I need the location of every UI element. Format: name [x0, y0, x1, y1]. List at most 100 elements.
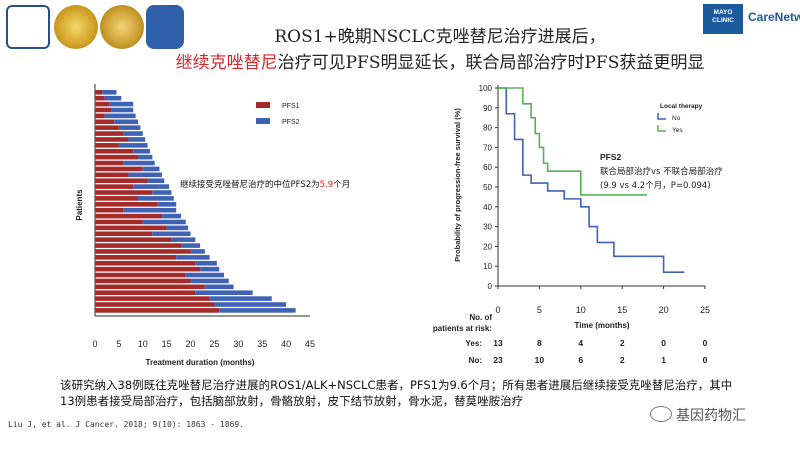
- risk-no-row: 23 10 6 2 1 0: [493, 355, 707, 365]
- bar-pfs1-12: [95, 154, 138, 160]
- left-x-tick-label: 40: [281, 339, 291, 349]
- right-y-tick-label: 70: [483, 143, 492, 152]
- bar-pfs2-2: [104, 95, 122, 101]
- bar-pfs2-4: [111, 107, 134, 113]
- survival-curve-yes: [498, 87, 648, 196]
- right-y-tick-label: 20: [483, 242, 492, 251]
- bar-pfs2-23: [142, 219, 186, 225]
- bar-pfs1-37: [95, 302, 215, 307]
- bar-pfs1-27: [95, 243, 181, 248]
- risk-yes-value: 8: [537, 338, 542, 348]
- bar-pfs1-36: [95, 296, 210, 301]
- bar-pfs2-31: [200, 266, 220, 272]
- bar-pfs1-11: [95, 148, 134, 154]
- bar-pfs2-38: [219, 308, 296, 313]
- right-x-tick-label: 20: [659, 305, 669, 315]
- left-x-tick-label: 20: [186, 339, 196, 349]
- bar-pfs2-30: [195, 260, 217, 266]
- right-y-tick-label: 30: [483, 223, 492, 232]
- bar-pfs2-12: [138, 154, 153, 160]
- bar-pfs1-29: [95, 255, 177, 260]
- right-y-tick-label: 0: [488, 282, 493, 291]
- bar-pfs1-19: [95, 196, 138, 201]
- reference-citation: Liu J, et al. J Cancer. 2018; 9(10): 186…: [8, 420, 245, 429]
- risk-no-value: 1: [661, 355, 666, 365]
- bar-pfs1-5: [95, 113, 105, 119]
- risk-no-label: No:: [469, 356, 482, 365]
- bar-pfs2-9: [128, 137, 146, 142]
- bar-pfs2-14: [142, 166, 160, 172]
- legend-swatch-no: [657, 113, 666, 120]
- bar-pfs2-7: [118, 125, 141, 130]
- bar-pfs1-2: [95, 95, 105, 101]
- right-chart-survival-curves: [498, 87, 685, 273]
- left-x-tick-label: 0: [92, 339, 97, 349]
- bar-pfs1-15: [95, 172, 129, 178]
- page-title-line1: ROS1+晚期NSCLC克唑替尼治疗进展后，: [274, 27, 606, 47]
- left-chart-ylabel: Patients: [75, 189, 84, 221]
- left-x-tick-label: 25: [209, 339, 219, 349]
- title-rest: 治疗可见PFS明显延长，联合局部治疗时PFS获益更明显: [277, 53, 705, 73]
- bar-pfs2-27: [181, 243, 201, 248]
- legend-title-local-therapy: Local therapy: [660, 103, 703, 110]
- bar-pfs2-10: [118, 143, 148, 148]
- bar-pfs2-5: [104, 113, 136, 119]
- bar-pfs1-16: [95, 178, 148, 184]
- bar-pfs1-26: [95, 237, 172, 242]
- right-chart-axes: [497, 85, 705, 287]
- left-x-tick-label: 30: [233, 339, 243, 349]
- bar-pfs2-8: [123, 131, 143, 136]
- bar-pfs2-11: [133, 148, 150, 154]
- risk-title-line2: patients at risk:: [433, 324, 492, 333]
- left-x-tick-label: 10: [138, 339, 148, 349]
- title-highlight: 继续克唑替尼: [175, 53, 278, 73]
- bar-pfs2-3: [109, 101, 134, 107]
- stats-text: (9.9 vs 4.2个月，P=0.094): [600, 181, 711, 191]
- right-y-tick-label: 80: [483, 124, 492, 133]
- right-chart-xlabel: Time (months): [575, 321, 630, 330]
- bar-pfs2-28: [190, 249, 205, 254]
- bar-pfs2-17: [133, 184, 170, 189]
- care-network-logo: CareNetw: [748, 10, 800, 24]
- risk-yes-value: 0: [661, 338, 666, 348]
- right-y-tick-label: 50: [483, 183, 492, 192]
- mayo-clinic-logo: MAYO CLINIC: [703, 4, 743, 34]
- right-y-tick-label: 60: [483, 163, 492, 172]
- bar-pfs1-3: [95, 101, 110, 107]
- legend-swatch-pfs1: [256, 102, 270, 108]
- pfs2-label: PFS2: [600, 152, 622, 162]
- description-line2: 13例患者接受局部治疗，包括脑部放射，骨骼放射，皮下结节放射，骨水泥，替莫唑胺治…: [60, 394, 524, 408]
- bar-pfs1-32: [95, 272, 186, 278]
- bar-pfs2-21: [123, 207, 177, 213]
- median-pfs2-annotation: 继续接受克唑替尼治疗的中位PFS2为5.9个月: [180, 179, 350, 190]
- risk-title-line1: No. of: [469, 313, 492, 322]
- bar-pfs1-30: [95, 260, 196, 266]
- bar-pfs1-31: [95, 266, 201, 272]
- bar-pfs1-18: [95, 190, 153, 195]
- bar-pfs2-33: [190, 278, 229, 284]
- bar-pfs1-7: [95, 125, 119, 130]
- bar-pfs2-19: [138, 196, 174, 201]
- right-chart-y-ticks: 0 10 20 30 40 50 60 70 80 90 100: [479, 84, 498, 291]
- left-chart-xlabel: Treatment duration (months): [146, 358, 255, 367]
- right-y-tick-label: 90: [483, 104, 492, 113]
- page-title-line2: 继续克唑替尼治疗可见PFS明显延长，联合局部治疗时PFS获益更明显: [120, 48, 760, 73]
- bar-pfs1-13: [95, 160, 124, 166]
- bar-pfs1-17: [95, 184, 134, 189]
- right-y-tick-label: 10: [483, 262, 492, 271]
- legend-swatch-pfs2: [256, 118, 270, 124]
- bar-pfs2-25: [152, 231, 191, 237]
- right-x-tick-label: 25: [700, 305, 710, 315]
- bar-pfs2-20: [157, 202, 177, 207]
- bar-pfs2-15: [128, 172, 162, 178]
- right-x-tick-label: 5: [537, 305, 542, 315]
- right-y-tick-label: 40: [483, 203, 492, 212]
- watermark: 基因药物汇: [650, 405, 746, 425]
- bar-pfs1-10: [95, 143, 119, 148]
- right-y-tick-label: 100: [479, 84, 493, 93]
- right-x-tick-label: 15: [617, 305, 627, 315]
- watermark-text: 基因药物汇: [676, 408, 746, 424]
- description-line1: 该研究纳入38例既往克唑替尼治疗进展的ROS1/ALK+NSCLC患者，PFS1…: [60, 378, 733, 392]
- university-logo: [6, 5, 50, 49]
